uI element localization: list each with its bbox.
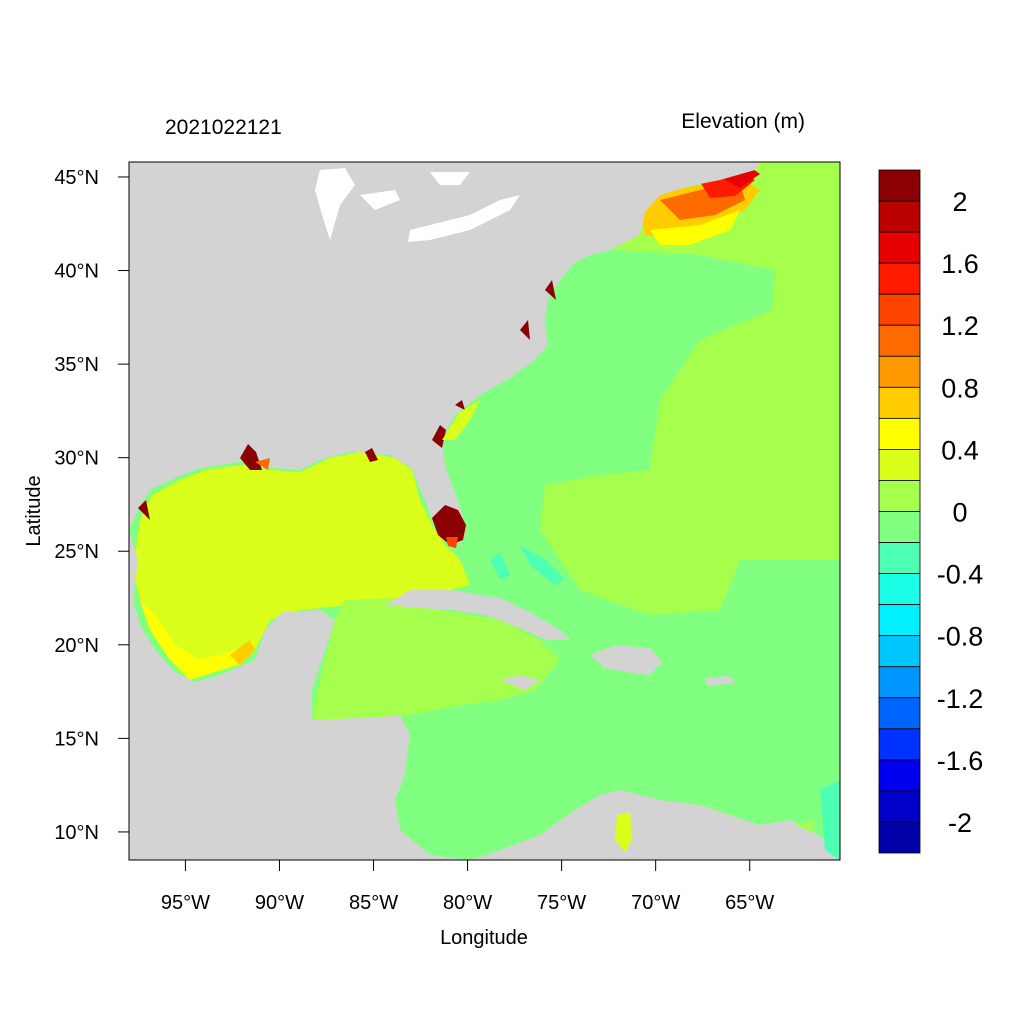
colorbar-bin — [878, 417, 921, 450]
bahamas-banks — [490, 552, 510, 580]
land-north-america — [129, 162, 760, 545]
colorbar-bin — [878, 604, 921, 637]
colorbar-bin — [878, 790, 921, 823]
colorbar-label: -0.8 — [937, 622, 984, 652]
colorbar-bin — [878, 231, 921, 264]
colorbar-bin — [878, 262, 921, 295]
y-tick-label: 15°N — [54, 728, 99, 750]
colorbar-label: -1.2 — [937, 684, 984, 714]
colorbar-bin — [878, 511, 921, 543]
colorbar-bin — [878, 449, 921, 481]
colorbar-bin — [878, 480, 921, 512]
y-tick-label: 35°N — [54, 354, 99, 376]
colorbar-label: 1.2 — [941, 311, 979, 341]
colorbar-bin — [878, 666, 921, 699]
south-florida-surge — [432, 505, 466, 545]
colorbar-bin — [878, 293, 921, 326]
x-tick-label: 70°W — [631, 892, 680, 914]
colorbar-label: -2 — [948, 808, 972, 838]
y-tick-label: 20°N — [54, 635, 99, 657]
colorbar-bin — [878, 821, 921, 854]
latitude-axis: 45°N 40°N 35°N 30°N 25°N 20°N 15°N 10°N — [54, 167, 129, 844]
colorbar-bin — [878, 697, 921, 730]
y-tick-label: 40°N — [54, 261, 99, 283]
colorbar-bin — [878, 386, 921, 419]
colorbar-bin — [878, 728, 921, 761]
y-tick-label: 30°N — [54, 448, 99, 470]
land-jamaica — [500, 675, 540, 690]
elevation-colorbar-labels: 2 1.6 1.2 0.8 0.4 0 -0.4 -0.8 -1.2 -1.6 -2 — [937, 187, 984, 838]
colorbar-bin — [878, 169, 921, 202]
map-panel — [128, 161, 841, 861]
great-lakes — [315, 168, 520, 242]
colorbar-label: 1.6 — [941, 249, 979, 279]
atlantic-positive-band — [540, 162, 840, 615]
y-axis-label: Latitude — [23, 475, 45, 546]
y-tick-label: 45°N — [54, 167, 99, 189]
colorbar-label: 0 — [952, 498, 967, 528]
variable-title: Elevation (m) — [681, 110, 805, 133]
longitude-axis: 95°W 90°W 85°W 80°W 75°W 70°W 65°W — [161, 860, 774, 914]
x-tick-label: 80°W — [443, 892, 492, 914]
colorbar-label: 2 — [952, 187, 967, 217]
colorbar-bin — [878, 355, 921, 388]
colorbar-bin — [878, 542, 921, 574]
x-tick-label: 90°W — [255, 892, 304, 914]
map-date-title: 2021022121 — [165, 116, 282, 139]
x-tick-label: 75°W — [537, 892, 586, 914]
x-tick-label: 95°W — [161, 892, 210, 914]
land-cuba — [385, 590, 570, 640]
map-frame — [128, 161, 841, 861]
colorbar-bin — [878, 635, 921, 668]
colorbar-bin — [878, 759, 921, 792]
land-hispaniola — [590, 645, 662, 675]
colorbar-label: -0.4 — [937, 560, 984, 590]
colorbar-label: 0.8 — [941, 373, 979, 403]
gulf-of-mexico — [133, 452, 470, 680]
x-tick-label: 65°W — [725, 892, 774, 914]
land-puerto-rico — [705, 676, 735, 686]
y-tick-label: 10°N — [54, 822, 99, 844]
colorbar-label: 0.4 — [941, 435, 979, 465]
colorbar-bin — [878, 573, 921, 606]
x-tick-label: 85°W — [349, 892, 398, 914]
land-south-america — [470, 790, 840, 860]
colorbar-bin — [878, 200, 921, 233]
elevation-colorbar — [878, 169, 921, 854]
caribbean-sea-west — [312, 598, 560, 720]
y-tick-label: 25°N — [54, 541, 99, 563]
land-mexico-central-america — [129, 530, 470, 860]
colorbar-bin — [878, 324, 921, 357]
x-axis-label: Longitude — [440, 927, 528, 949]
colorbar-label: -1.6 — [937, 746, 984, 776]
